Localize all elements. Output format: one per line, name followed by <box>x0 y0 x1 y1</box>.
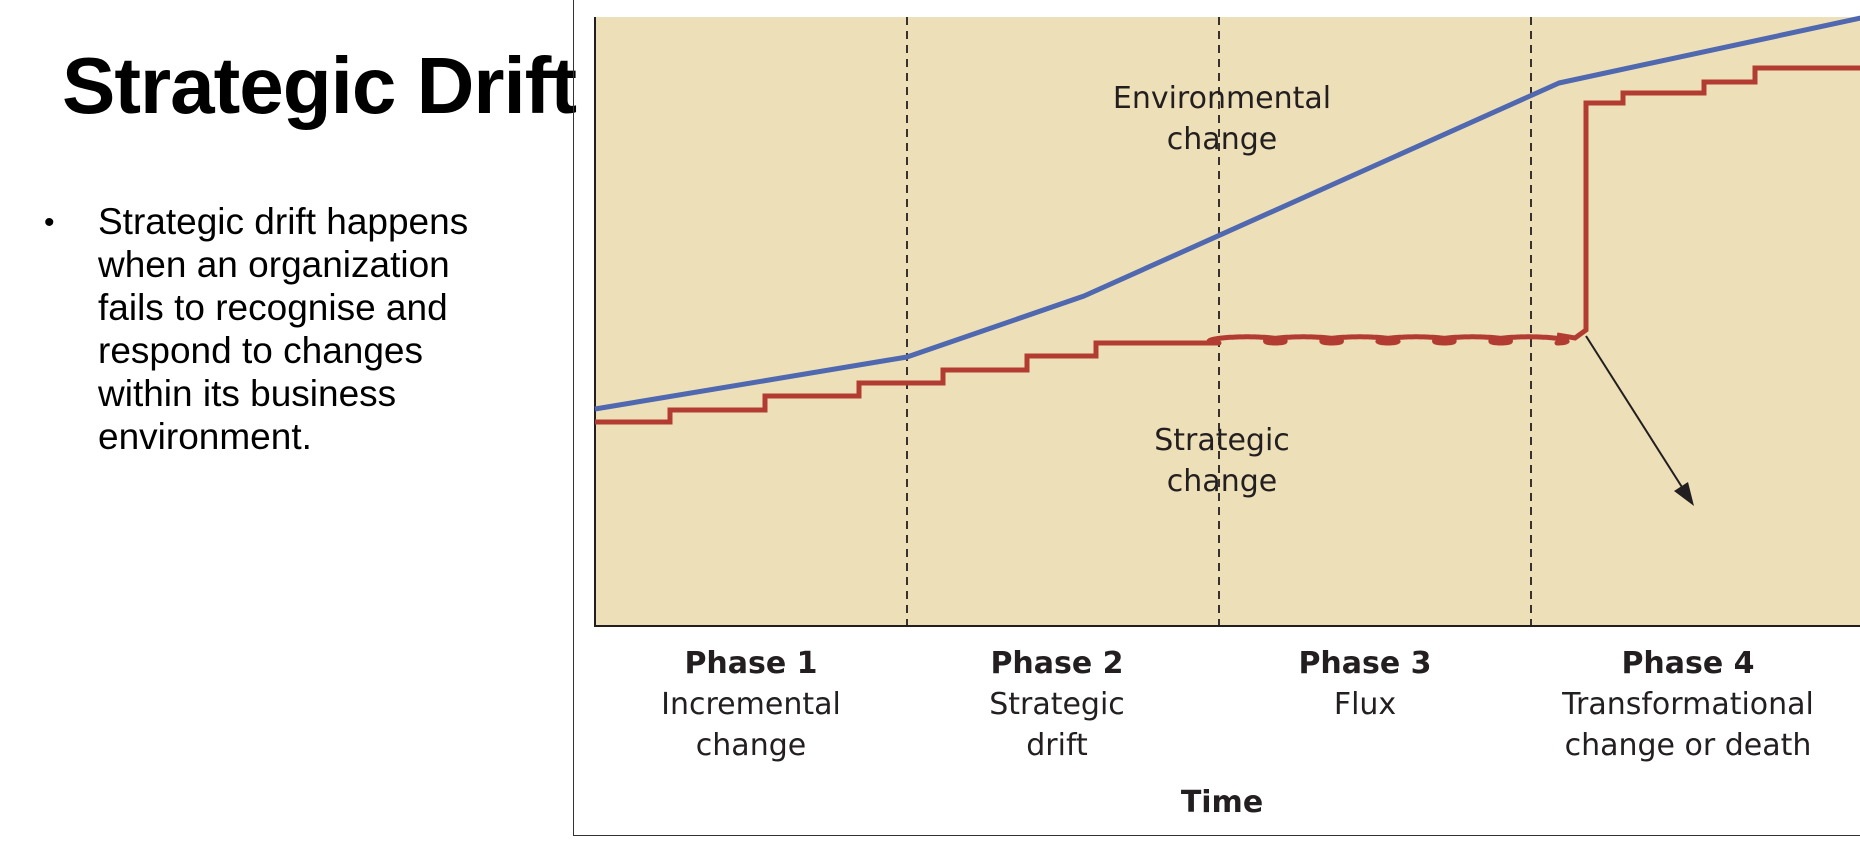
decline-arrowhead <box>1674 482 1694 506</box>
strategic-transformation-line <box>1556 65 1860 341</box>
bullet-line: when an organization <box>98 244 450 285</box>
bullet-line: within its business <box>98 373 397 414</box>
strategic-label-line1: Strategic <box>1154 423 1290 458</box>
environmental-change-line <box>594 15 1860 412</box>
phase-4-desc-line2: change or death <box>1565 728 1812 763</box>
phase-2-title: Phase 2 <box>990 646 1123 681</box>
phase-1-desc-line2: change <box>696 728 806 763</box>
bullet-text: Strategic drift happens when an organiza… <box>98 200 558 458</box>
phase-1-desc-line1: Incremental <box>661 687 841 722</box>
phase-4-desc-line1: Transformational <box>1561 687 1814 722</box>
bullet-item: • Strategic drift happens when an organi… <box>44 200 558 458</box>
phase-4-title: Phase 4 <box>1621 646 1754 681</box>
bullet-line: fails to recognise and <box>98 287 448 328</box>
bullet-line: Strategic drift happens <box>98 201 469 242</box>
strategic-drift-figure: Environmental change Strategic change Ph… <box>573 0 1860 836</box>
decline-arrow <box>1585 335 1688 496</box>
slide-title: Strategic Drift <box>62 41 577 130</box>
phase-3-title: Phase 3 <box>1298 646 1431 681</box>
phase-2-desc-line2: drift <box>1026 728 1088 763</box>
bullet-list: • Strategic drift happens when an organi… <box>44 200 558 458</box>
phase-3-desc-line1: Flux <box>1334 687 1396 722</box>
strategic-change-line <box>595 340 1219 425</box>
bullet-line: environment. <box>98 416 312 457</box>
plot-area <box>595 17 1860 626</box>
environmental-label-line2: change <box>1167 122 1277 157</box>
strategic-label-line2: change <box>1167 464 1277 499</box>
bullet-line: respond to changes <box>98 330 424 371</box>
phase-1-title: Phase 1 <box>684 646 817 681</box>
bullet-marker: • <box>44 206 55 239</box>
x-axis-label: Time <box>1181 785 1263 820</box>
environmental-label-line1: Environmental <box>1113 81 1331 116</box>
strategic-flux-loops <box>1206 334 1570 346</box>
phase-2-desc-line1: Strategic <box>989 687 1125 722</box>
strategic-drift-diagram: Environmental change Strategic change Ph… <box>594 15 1860 820</box>
